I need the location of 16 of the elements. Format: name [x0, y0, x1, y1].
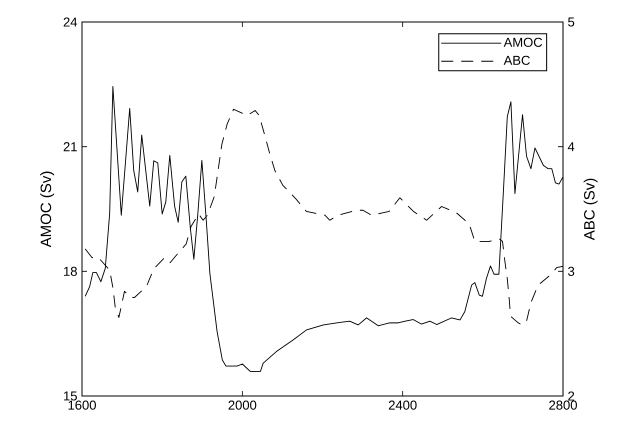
y-tick-label: 15: [64, 391, 77, 401]
y2-tick-label: 5: [568, 17, 574, 27]
x-tick-label: 2000: [228, 400, 256, 410]
y2-tick-label: 3: [568, 266, 574, 276]
legend-label: AMOC: [504, 38, 542, 47]
x-tick-label: 1600: [68, 400, 96, 410]
y-axis-title: AMOC (Sv): [40, 172, 54, 248]
y-tick-label: 18: [64, 266, 77, 276]
x-tick-label: 2800: [549, 400, 577, 410]
legend-label: ABC: [504, 56, 530, 65]
y-tick-label: 21: [64, 142, 77, 152]
y2-tick-label: 2: [568, 391, 574, 401]
y-tick-label: 24: [64, 17, 78, 27]
x-tick-label: 2400: [388, 400, 417, 410]
y2-tick-label: 4: [568, 142, 574, 152]
y2-axis-title: ABC (Sv): [584, 178, 598, 240]
